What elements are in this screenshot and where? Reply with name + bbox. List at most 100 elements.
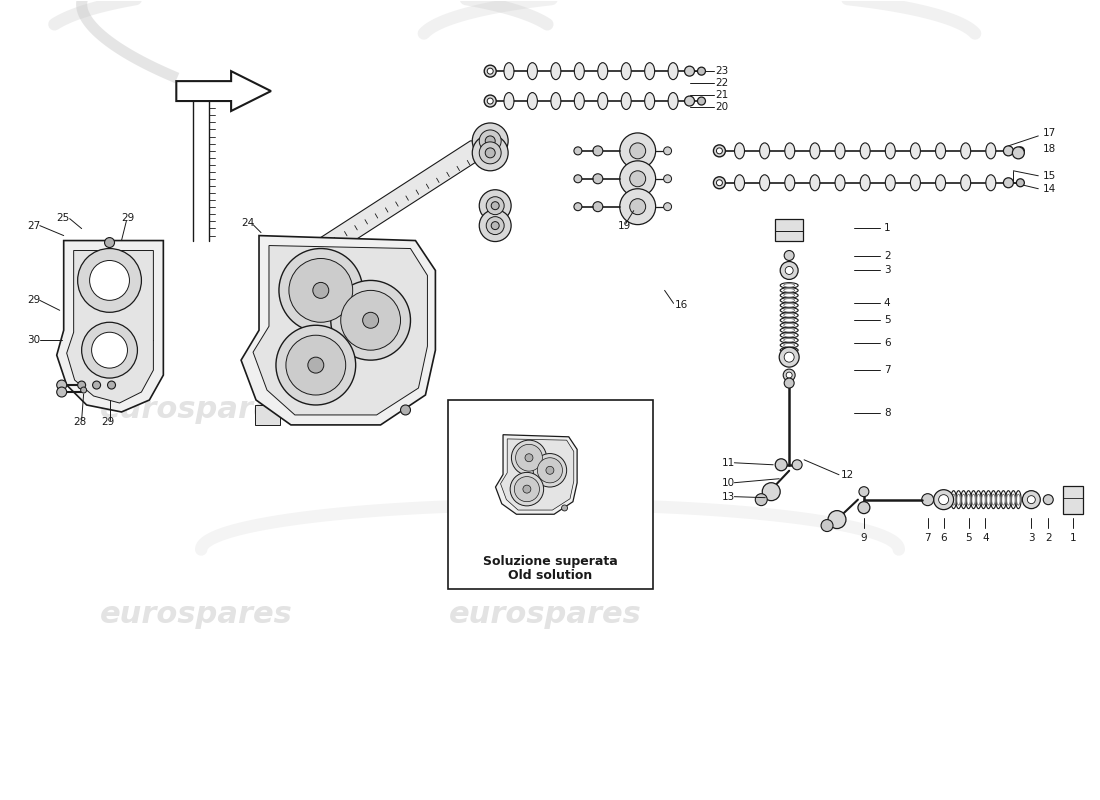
Ellipse shape — [597, 62, 607, 80]
Circle shape — [486, 197, 504, 214]
Ellipse shape — [981, 494, 986, 505]
Text: eurospares: eurospares — [100, 395, 293, 425]
Circle shape — [78, 249, 142, 312]
Circle shape — [858, 502, 870, 514]
Circle shape — [779, 347, 799, 367]
Circle shape — [400, 405, 410, 415]
Circle shape — [480, 130, 502, 152]
Circle shape — [1016, 178, 1024, 186]
Circle shape — [785, 266, 793, 274]
Circle shape — [716, 180, 723, 186]
Ellipse shape — [760, 143, 770, 159]
Circle shape — [574, 147, 582, 155]
Text: 5: 5 — [965, 533, 972, 542]
Text: Soluzione superata: Soluzione superata — [483, 555, 618, 568]
Circle shape — [484, 65, 496, 77]
Ellipse shape — [1001, 490, 1006, 509]
Ellipse shape — [1006, 494, 1010, 505]
Ellipse shape — [527, 62, 538, 80]
Circle shape — [486, 217, 504, 234]
Circle shape — [286, 335, 345, 395]
Circle shape — [684, 66, 694, 76]
Ellipse shape — [936, 143, 946, 159]
Ellipse shape — [504, 93, 514, 110]
Circle shape — [684, 96, 694, 106]
Circle shape — [629, 198, 646, 214]
Text: 15: 15 — [1043, 170, 1056, 181]
Ellipse shape — [986, 490, 991, 509]
Polygon shape — [296, 141, 491, 266]
Ellipse shape — [987, 494, 990, 505]
Circle shape — [619, 133, 656, 169]
Circle shape — [663, 147, 672, 155]
Ellipse shape — [966, 490, 971, 509]
Text: 22: 22 — [715, 78, 728, 88]
Circle shape — [714, 145, 725, 157]
Text: 12: 12 — [842, 470, 855, 480]
Text: 30: 30 — [26, 335, 40, 346]
Ellipse shape — [668, 93, 678, 110]
Circle shape — [784, 250, 794, 261]
Circle shape — [756, 494, 767, 506]
Circle shape — [792, 460, 802, 470]
Ellipse shape — [1011, 490, 1016, 509]
Circle shape — [546, 466, 554, 474]
Circle shape — [762, 482, 780, 501]
Ellipse shape — [960, 490, 966, 509]
Text: 2: 2 — [1045, 533, 1052, 542]
Circle shape — [515, 477, 539, 502]
Ellipse shape — [971, 494, 976, 505]
Circle shape — [593, 146, 603, 156]
Text: 8: 8 — [883, 408, 891, 418]
Circle shape — [619, 189, 656, 225]
Circle shape — [574, 174, 582, 182]
Text: 2: 2 — [883, 250, 891, 261]
Ellipse shape — [976, 490, 981, 509]
Circle shape — [697, 97, 705, 105]
Ellipse shape — [780, 338, 799, 343]
Ellipse shape — [986, 174, 996, 190]
Ellipse shape — [783, 323, 794, 327]
Polygon shape — [495, 434, 578, 514]
Ellipse shape — [780, 327, 799, 333]
Circle shape — [922, 494, 934, 506]
Text: eurospares: eurospares — [449, 600, 641, 629]
Ellipse shape — [735, 174, 745, 190]
Ellipse shape — [911, 143, 921, 159]
Circle shape — [663, 202, 672, 210]
Ellipse shape — [860, 174, 870, 190]
Circle shape — [828, 510, 846, 529]
Text: 4: 4 — [982, 533, 989, 542]
Ellipse shape — [956, 490, 961, 509]
Ellipse shape — [780, 322, 799, 328]
Text: 18: 18 — [1043, 144, 1056, 154]
Ellipse shape — [780, 313, 799, 318]
Polygon shape — [67, 250, 153, 403]
Circle shape — [859, 486, 869, 497]
Ellipse shape — [780, 282, 799, 288]
Bar — [1064, 486, 1084, 514]
Circle shape — [593, 202, 603, 212]
Ellipse shape — [810, 143, 820, 159]
Circle shape — [492, 222, 499, 230]
Text: 13: 13 — [722, 492, 735, 502]
Ellipse shape — [783, 309, 794, 312]
Text: Old solution: Old solution — [508, 569, 593, 582]
Ellipse shape — [783, 289, 794, 292]
Ellipse shape — [835, 143, 845, 159]
Ellipse shape — [991, 490, 997, 509]
Ellipse shape — [783, 294, 794, 297]
FancyBboxPatch shape — [449, 400, 652, 590]
Ellipse shape — [960, 143, 970, 159]
Circle shape — [341, 290, 400, 350]
Circle shape — [522, 485, 531, 493]
Text: 29: 29 — [26, 295, 40, 306]
Text: 11: 11 — [722, 458, 735, 468]
Circle shape — [821, 519, 833, 531]
Text: 6: 6 — [883, 338, 891, 348]
Circle shape — [312, 282, 329, 298]
Ellipse shape — [621, 93, 631, 110]
Ellipse shape — [780, 307, 799, 313]
Ellipse shape — [783, 303, 794, 307]
Ellipse shape — [997, 494, 1000, 505]
